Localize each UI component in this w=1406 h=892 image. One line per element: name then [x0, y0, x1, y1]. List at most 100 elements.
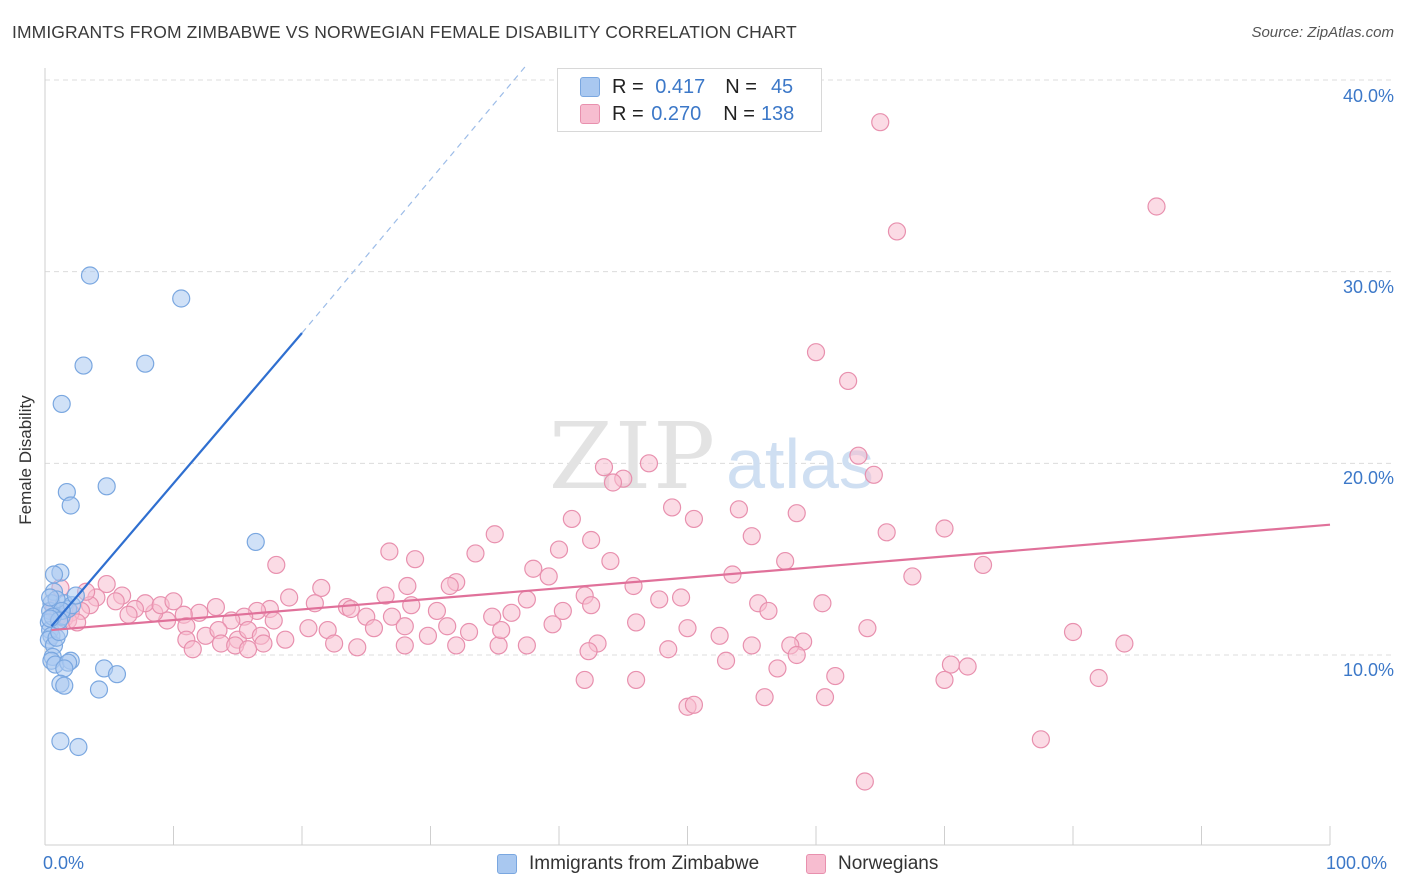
- norwegians-point: [119, 605, 138, 624]
- norwegians-point: [659, 640, 678, 659]
- zimbabwe-point: [41, 609, 60, 628]
- norwegians-swatch: [580, 104, 600, 124]
- norwegians-point: [594, 458, 614, 477]
- norwegians-point: [376, 586, 395, 605]
- zimbabwe-points: [39, 266, 265, 757]
- norwegians-point: [626, 613, 646, 632]
- watermark-atlas: atlas: [726, 425, 874, 503]
- norwegians-point: [1147, 197, 1166, 216]
- legend-item-norwegians[interactable]: Norwegians: [806, 853, 938, 875]
- norwegians-point: [1031, 730, 1050, 749]
- norwegians-point: [871, 113, 890, 132]
- norwegians-point: [973, 555, 993, 575]
- zimbabwe-trend-extension: [301, 64, 528, 334]
- norwegians-point: [183, 640, 202, 659]
- series-legend: Immigrants from Zimbabwe Norwegians: [0, 851, 1406, 879]
- norwegians-point: [502, 603, 521, 622]
- norwegians-point: [601, 551, 620, 571]
- norwegians-point: [742, 636, 761, 655]
- norwegians-point: [671, 588, 691, 607]
- norwegians-point: [864, 465, 883, 484]
- norwegians-point: [582, 530, 601, 550]
- norwegians-point: [849, 446, 868, 465]
- n-value: 45: [770, 75, 794, 98]
- norwegians-point: [438, 617, 457, 636]
- norwegians-point: [935, 519, 954, 538]
- r-value: 0.417: [655, 75, 706, 98]
- norwegians-point: [325, 634, 344, 653]
- norwegians-point: [626, 670, 646, 690]
- norwegians-point: [517, 590, 536, 609]
- norwegians-point: [427, 601, 447, 621]
- axes: [44, 68, 1331, 846]
- zimbabwe-point: [41, 588, 60, 607]
- norwegians-point: [466, 544, 485, 563]
- zimbabwe-trend-line: [50, 332, 303, 627]
- norwegians-point: [768, 659, 787, 678]
- norwegians-point: [716, 651, 736, 670]
- r-label: R =: [612, 102, 644, 125]
- norwegians-point: [398, 576, 417, 596]
- zimbabwe-point: [52, 394, 71, 414]
- y-axis-label: Female Disability: [16, 395, 35, 525]
- norwegians-point: [755, 688, 774, 707]
- norwegians-point: [958, 657, 977, 676]
- norwegians-point: [815, 688, 835, 707]
- zimbabwe-point: [107, 665, 127, 684]
- norwegians-point: [264, 611, 283, 630]
- norwegians-point: [813, 594, 832, 613]
- norwegians-point: [941, 655, 961, 674]
- zimbabwe-swatch: [580, 77, 600, 97]
- norwegians-point: [562, 509, 581, 529]
- norwegians-point: [1115, 634, 1134, 653]
- norwegians-point: [405, 550, 425, 569]
- norwegians-point: [1089, 668, 1108, 688]
- norwegians-point: [710, 626, 729, 645]
- norwegians-point: [650, 590, 669, 609]
- norwegians-point: [382, 607, 402, 626]
- norwegians-point: [776, 551, 795, 571]
- norwegians-point: [787, 504, 806, 523]
- norwegians-point: [380, 542, 399, 561]
- zimbabwe-point: [89, 680, 109, 699]
- norwegians-point: [276, 630, 295, 649]
- norwegians-point: [254, 634, 273, 653]
- zimbabwe-point: [51, 732, 70, 751]
- norwegians-point: [759, 601, 778, 621]
- norwegians-point: [280, 588, 299, 607]
- norwegians-point: [678, 619, 697, 638]
- norwegians-point: [1063, 622, 1083, 642]
- source-credit: Source: ZipAtlas.com: [1251, 24, 1394, 41]
- norwegians-point: [684, 509, 704, 529]
- norwegians-point: [543, 615, 562, 634]
- norwegians-point: [492, 620, 511, 640]
- zimbabwe-point: [80, 266, 100, 285]
- norwegians-point: [440, 576, 459, 596]
- r-label: R =: [612, 75, 644, 98]
- watermark-zip: ZIP: [549, 403, 717, 510]
- norwegians-point: [603, 473, 623, 492]
- norwegians-point: [855, 772, 874, 791]
- norwegians-point: [395, 636, 414, 655]
- norwegians-point: [489, 636, 508, 655]
- norwegians-point: [341, 599, 360, 619]
- norwegians-point: [742, 527, 761, 546]
- zimbabwe-point: [55, 659, 74, 678]
- norwegians-point: [877, 523, 896, 542]
- x-tick-label-max: 100.0%: [1326, 853, 1388, 873]
- norwegians-point: [418, 626, 438, 645]
- norwegians-point: [517, 636, 536, 655]
- zimbabwe-point: [136, 354, 155, 373]
- legend-item-zimbabwe[interactable]: Immigrants from Zimbabwe: [497, 853, 759, 875]
- norwegians-point: [826, 666, 845, 686]
- legend-label-zimbabwe: Immigrants from Zimbabwe: [529, 853, 760, 874]
- n-label: N =: [723, 102, 755, 125]
- norwegians-point: [684, 695, 704, 714]
- zimbabwe-point: [44, 565, 64, 584]
- norwegians-legend-swatch: [806, 854, 826, 874]
- r-value: 0.270: [651, 102, 702, 125]
- norwegians-point: [553, 601, 572, 621]
- norwegians-point: [485, 525, 504, 544]
- norwegians-point: [662, 498, 682, 517]
